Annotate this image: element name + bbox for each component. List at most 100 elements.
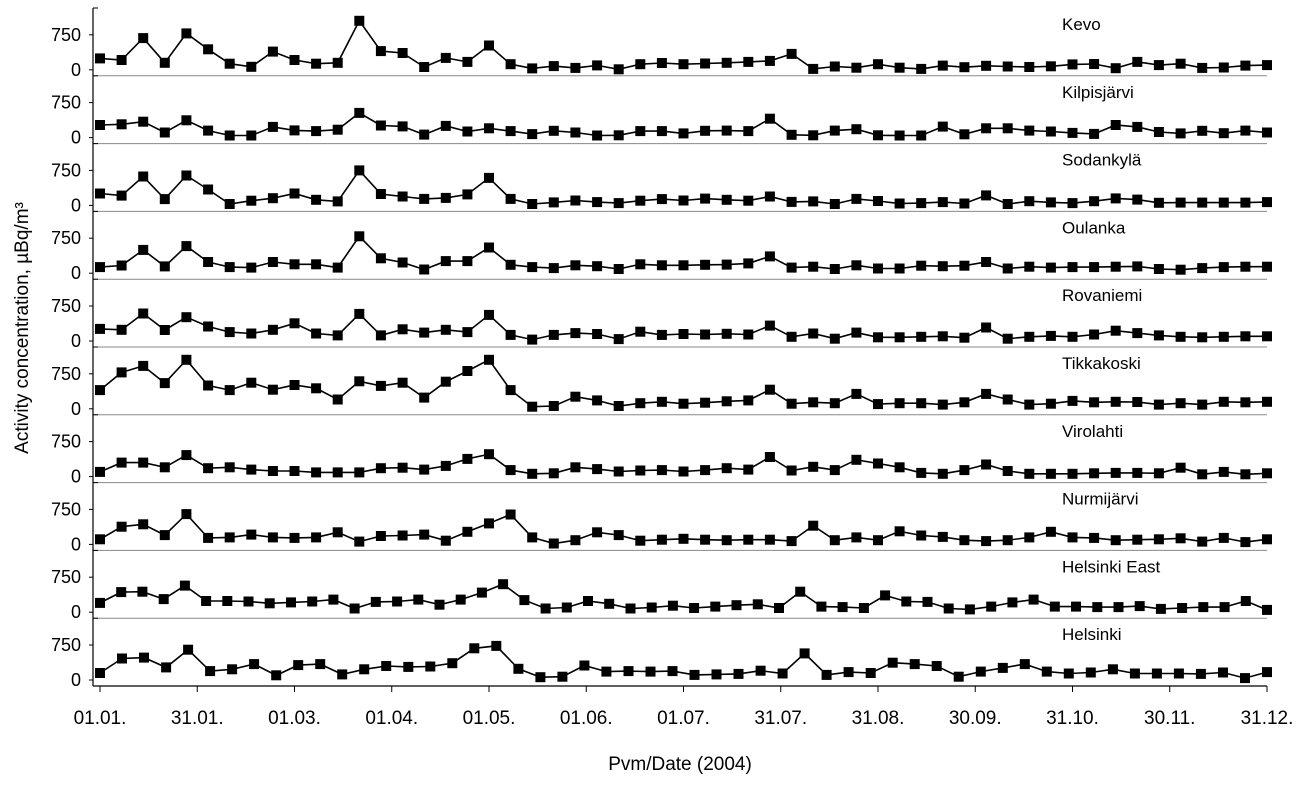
data-point: [246, 130, 257, 141]
data-point: [137, 586, 148, 597]
data-point: [700, 58, 711, 69]
data-point: [116, 190, 127, 201]
data-point: [1197, 332, 1208, 343]
data-point: [721, 259, 732, 270]
data-point: [1197, 469, 1208, 480]
data-point: [981, 190, 992, 201]
data-point: [873, 332, 883, 343]
series-panel-9: Helsinki East: [95, 557, 1272, 615]
data-point: [721, 463, 732, 474]
data-point: [289, 318, 300, 329]
data-point: [375, 189, 386, 199]
data-point: [224, 462, 235, 473]
data-point: [570, 391, 581, 402]
data-point: [981, 459, 992, 470]
data-point: [267, 532, 278, 543]
data-point: [837, 602, 848, 613]
data-point: [138, 171, 149, 182]
data-point: [447, 658, 458, 669]
data-point: [901, 596, 912, 607]
data-point: [1045, 61, 1056, 72]
y-tick-label: 0: [71, 467, 81, 487]
data-point: [289, 532, 300, 543]
data-point: [1110, 396, 1121, 407]
data-point: [328, 594, 339, 605]
y-tick-label: 0: [71, 60, 81, 80]
y-tick-label: 0: [71, 670, 81, 690]
data-point: [181, 509, 192, 520]
data-point: [397, 462, 408, 473]
x-tick-label: 30.11.: [1144, 708, 1195, 729]
data-point: [311, 532, 322, 543]
data-point: [375, 46, 386, 57]
panel-dividers: [93, 75, 1267, 619]
data-point: [1173, 668, 1184, 679]
data-point: [548, 468, 559, 479]
data-point: [462, 256, 473, 267]
data-point: [1002, 394, 1013, 405]
data-point: [548, 61, 559, 72]
data-point: [1153, 264, 1164, 274]
series-panel-10: Helsinki: [95, 625, 1272, 684]
data-point: [1240, 397, 1251, 408]
data-point: [645, 666, 656, 677]
data-point: [887, 657, 898, 668]
series-layer: Kevo Kilpisjärvi Sodankylä Oulanka Rovaniemi…: [95, 15, 1272, 684]
data-point: [937, 197, 948, 208]
data-point: [1240, 197, 1251, 208]
data-point: [397, 257, 408, 268]
data-point: [843, 667, 854, 678]
data-point: [419, 264, 430, 275]
data-point: [203, 380, 214, 391]
data-point: [1024, 331, 1035, 342]
data-point: [981, 388, 992, 399]
data-point: [1262, 667, 1272, 678]
data-point: [527, 262, 538, 273]
data-point: [332, 330, 343, 341]
data-point: [1132, 397, 1143, 407]
data-point: [916, 198, 927, 209]
data-point: [752, 599, 763, 610]
data-point: [1134, 601, 1145, 612]
data-point: [267, 46, 278, 57]
series-panel-6: Tikkakoski: [95, 354, 1272, 412]
data-point: [981, 257, 992, 267]
data-point: [354, 231, 365, 242]
data-point: [1019, 659, 1030, 670]
data-point: [484, 354, 494, 365]
x-tick-label: 01.05.: [463, 708, 516, 729]
data-point: [959, 397, 970, 408]
data-point: [311, 259, 322, 270]
data-point: [743, 534, 754, 545]
x-tick-label: 01.07.: [657, 708, 710, 729]
data-point: [829, 535, 840, 546]
series-panel-2: Kilpisjärvi: [95, 83, 1272, 141]
data-point: [1175, 58, 1186, 69]
data-point: [1197, 197, 1208, 208]
data-point: [1002, 61, 1013, 72]
data-point: [1240, 60, 1251, 71]
data-point: [311, 383, 322, 394]
data-point: [419, 392, 430, 403]
data-point: [700, 193, 711, 204]
data-point: [916, 63, 927, 74]
data-point: [1153, 534, 1164, 545]
data-point: [1240, 673, 1250, 684]
data-point: [1063, 668, 1074, 679]
y-tick-label: 750: [51, 25, 81, 45]
data-point: [1045, 330, 1056, 341]
data-point: [354, 107, 365, 118]
data-point: [224, 327, 235, 338]
data-point: [1089, 397, 1100, 408]
data-point: [354, 467, 365, 478]
data-point: [570, 535, 581, 546]
data-point: [1132, 328, 1143, 339]
data-point: [570, 62, 581, 73]
data-point: [203, 125, 214, 136]
data-point: [975, 666, 986, 677]
labels: Activity concentration, µBq/m³ Pvm/Date …: [12, 202, 752, 775]
data-point: [462, 189, 473, 200]
data-point: [894, 526, 905, 537]
series-panel-5: Rovaniemi: [95, 286, 1272, 345]
data-point: [181, 28, 192, 39]
